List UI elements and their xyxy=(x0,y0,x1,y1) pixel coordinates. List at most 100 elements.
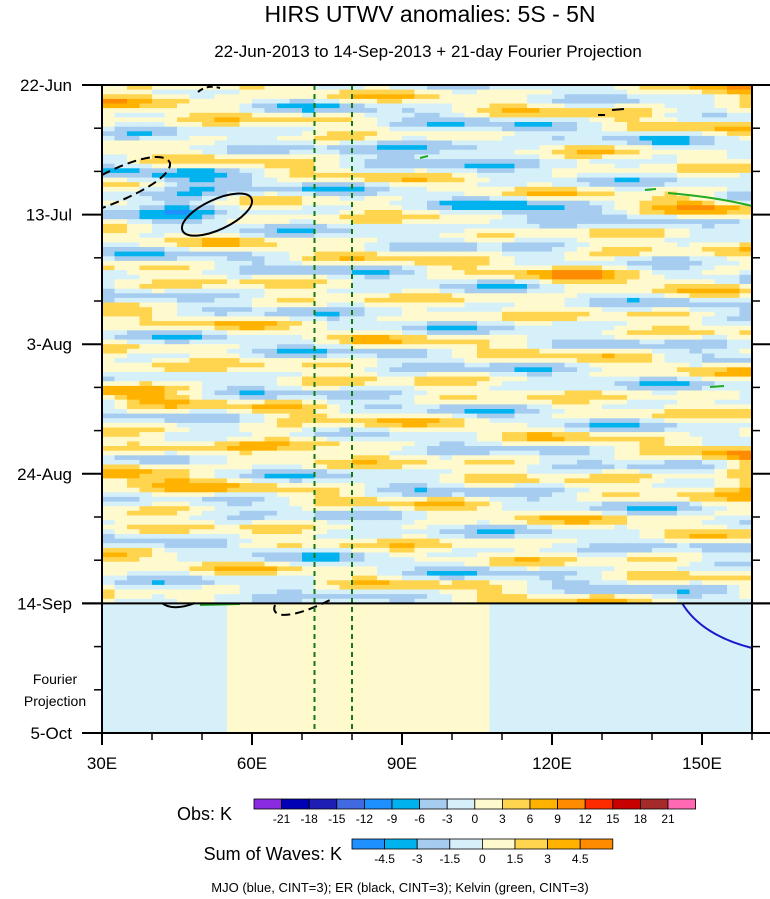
field-cell xyxy=(452,122,466,128)
field-cell xyxy=(477,159,491,165)
field-cell xyxy=(639,214,653,220)
field-cell xyxy=(489,524,503,530)
field-cell xyxy=(264,506,278,512)
field-cell xyxy=(452,297,466,304)
field-cell xyxy=(339,427,353,433)
field-cell xyxy=(689,321,703,327)
field-cell xyxy=(602,515,616,521)
field-cell xyxy=(664,367,678,373)
field-cell xyxy=(689,284,703,290)
field-cell xyxy=(639,330,653,336)
field-cell xyxy=(602,85,616,91)
field-cell xyxy=(339,159,353,165)
field-cell xyxy=(114,242,128,248)
field-cell xyxy=(139,427,153,433)
field-cell xyxy=(427,459,441,466)
field-cell xyxy=(402,85,416,91)
field-cell xyxy=(427,135,441,142)
field-cell xyxy=(652,117,666,123)
field-cell xyxy=(327,496,341,503)
field-cell xyxy=(177,385,191,392)
field-cell xyxy=(552,469,566,475)
field-cell xyxy=(189,422,203,429)
field-cell xyxy=(727,367,741,373)
field-cell xyxy=(639,432,653,438)
field-cell xyxy=(502,358,516,364)
field-cell xyxy=(202,260,216,267)
field-cell xyxy=(564,302,578,308)
field-cell xyxy=(614,89,628,95)
field-cell xyxy=(127,464,141,470)
field-cell xyxy=(214,302,228,308)
field-cell xyxy=(577,376,591,382)
field-cell xyxy=(139,274,153,280)
field-cell xyxy=(189,455,203,461)
field-cell xyxy=(202,247,216,253)
field-cell xyxy=(202,413,216,419)
field-cell xyxy=(514,441,528,447)
field-cell xyxy=(627,413,641,419)
field-cell xyxy=(552,140,566,146)
field-cell xyxy=(577,172,591,179)
field-cell xyxy=(489,89,503,95)
field-cell xyxy=(214,196,228,202)
field-cell xyxy=(614,390,628,396)
field-cell xyxy=(702,172,716,179)
field-cell xyxy=(239,496,253,503)
field-cell xyxy=(189,219,203,225)
field-cell xyxy=(677,251,691,257)
field-cell xyxy=(239,469,253,475)
field-cell xyxy=(552,372,566,378)
field-cell xyxy=(314,149,328,155)
field-cell xyxy=(439,372,453,378)
field-cell xyxy=(702,159,716,165)
field-cell xyxy=(564,413,578,419)
field-cell xyxy=(739,196,753,202)
field-cell xyxy=(652,395,666,401)
field-cell xyxy=(339,200,353,206)
field-cell xyxy=(339,302,353,308)
field-cell xyxy=(514,145,528,151)
field-cell xyxy=(614,163,628,169)
field-cell xyxy=(239,168,253,174)
field-cell xyxy=(177,520,191,526)
field-cell xyxy=(214,330,228,336)
field-cell xyxy=(664,362,678,368)
field-cell xyxy=(227,117,241,123)
field-cell xyxy=(677,177,691,183)
field-cell xyxy=(427,302,441,308)
field-cell xyxy=(677,85,691,91)
field-cell xyxy=(364,409,378,415)
field-cell xyxy=(277,409,291,415)
field-cell xyxy=(502,441,516,447)
field-cell xyxy=(214,404,228,410)
field-cell xyxy=(352,200,366,206)
field-cell xyxy=(602,372,616,378)
field-cell xyxy=(277,325,291,331)
field-cell xyxy=(489,496,503,503)
field-cell xyxy=(102,413,116,419)
field-cell xyxy=(377,182,391,188)
field-cell xyxy=(639,98,653,105)
field-cell xyxy=(302,265,316,271)
field-cell xyxy=(427,436,441,442)
field-cell xyxy=(264,385,278,392)
field-cell xyxy=(189,496,203,503)
field-cell xyxy=(389,233,403,239)
field-cell xyxy=(352,247,366,253)
field-cell xyxy=(464,182,478,188)
field-cell xyxy=(402,321,416,327)
field-cell xyxy=(589,459,603,466)
field-cell xyxy=(677,409,691,415)
field-cell xyxy=(177,496,191,503)
field-cell xyxy=(739,478,753,484)
field-cell xyxy=(664,94,678,100)
field-cell xyxy=(289,191,303,197)
field-cell xyxy=(602,200,616,206)
field-cell xyxy=(152,196,166,202)
field-cell xyxy=(502,172,516,179)
field-cell xyxy=(477,367,491,373)
field-cell xyxy=(652,478,666,484)
field-cell xyxy=(127,191,141,197)
field-cell xyxy=(452,515,466,521)
